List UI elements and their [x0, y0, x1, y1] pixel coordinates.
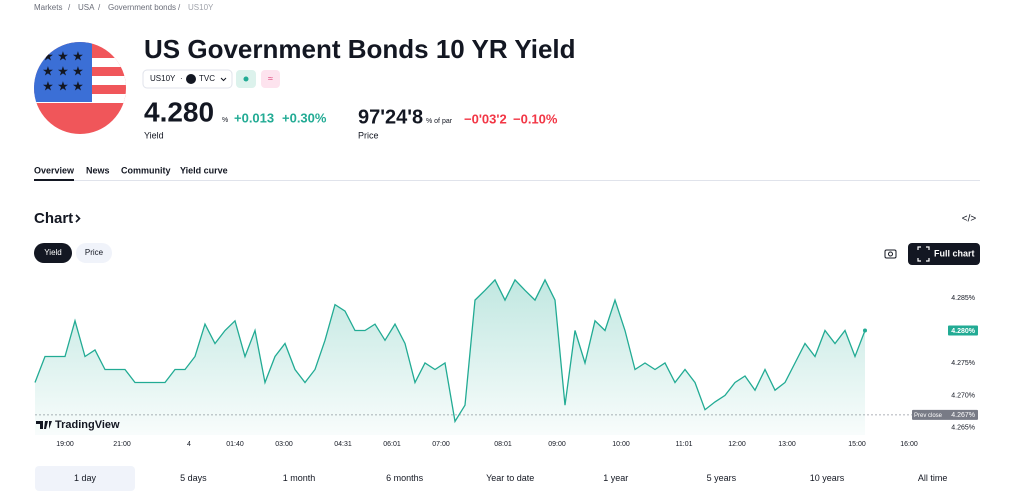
section-title[interactable]: Chart [34, 210, 73, 227]
toggle-label: Price [85, 248, 104, 257]
x-tick-label: 11:01 [676, 441, 693, 448]
full-chart-button[interactable] [908, 243, 980, 265]
x-tick-label: 15:00 [848, 441, 866, 448]
tab[interactable]: Community [121, 165, 171, 175]
x-tick-label: 07:00 [432, 441, 450, 448]
svg-text:★: ★ [42, 63, 54, 78]
tab-divider [34, 180, 980, 181]
x-tick-label: 16:00 [900, 441, 918, 448]
x-tick-label: 09:00 [548, 441, 566, 448]
x-tick-label: 19:00 [56, 441, 74, 448]
price-change-pct: −0.10% [513, 111, 558, 126]
x-tick-label: 03:00 [275, 441, 293, 448]
source-icon [186, 74, 196, 84]
prev-close-name: Prev close [914, 413, 943, 419]
tab[interactable]: News [86, 165, 110, 175]
tab-underline [34, 179, 74, 181]
watermark: TradingView [55, 419, 120, 431]
x-tick-label: 21:00 [113, 441, 131, 448]
breadcrumb[interactable]: Markets [34, 3, 62, 12]
range-button[interactable]: 6 months [386, 473, 424, 483]
x-tick-label: 08:01 [494, 441, 512, 448]
separator: / [178, 3, 181, 12]
prev-close-badge [912, 409, 978, 420]
chart: 4.280% 4.265% 4.270% 4.275% 4.285% Prev close… [34, 278, 978, 448]
x-tick-label: 12:00 [728, 441, 746, 448]
toggle-label: Yield [44, 248, 62, 257]
breadcrumb[interactable]: Government bonds [108, 3, 176, 12]
tab[interactable]: Yield curve [180, 165, 228, 175]
yield-label: Yield [144, 130, 164, 140]
watermark-logo [36, 421, 52, 429]
svg-text:★: ★ [72, 63, 84, 78]
y-tick-label: 4.265% [951, 425, 975, 432]
separator: / [98, 3, 101, 12]
dot: · [180, 74, 183, 83]
toggle-active[interactable] [34, 243, 72, 263]
x-tick-label: 01:40 [226, 441, 244, 448]
snapshot-button[interactable] [879, 244, 901, 264]
range-button[interactable]: 1 day [74, 473, 97, 483]
area [35, 279, 865, 435]
range-button[interactable]: 5 days [180, 473, 207, 483]
range-button[interactable]: All time [918, 473, 948, 483]
separator: / [68, 3, 71, 12]
toggle-inactive[interactable] [76, 243, 112, 263]
section-chevron [75, 214, 81, 223]
x-tick-label: 4 [187, 441, 191, 448]
status-dot [243, 76, 249, 82]
y-tick-label: 4.275% [951, 360, 975, 367]
x-tick-label: 13:00 [778, 441, 796, 448]
range-button[interactable]: 1 year [603, 473, 628, 483]
x-tick-label: 06:01 [383, 441, 401, 448]
yield-change: +0.013 [234, 110, 274, 125]
line [34, 278, 866, 424]
source: TVC [199, 74, 215, 83]
svg-text:★: ★ [57, 63, 69, 78]
svg-text:★: ★ [57, 48, 69, 63]
breadcrumb: US10Y [188, 3, 214, 12]
yield-value: 4.280 [144, 96, 214, 127]
range-button[interactable]: 1 month [283, 473, 316, 483]
svg-text:★: ★ [42, 78, 54, 93]
yield-unit: % [222, 117, 228, 124]
range-button[interactable]: 10 years [810, 473, 845, 483]
x-tick-label: 10:00 [612, 441, 630, 448]
x-tick-label: 04:31 [334, 441, 352, 448]
price-value: 97'24'8 [358, 106, 423, 128]
camera-lens [888, 251, 893, 257]
camera-icon [884, 249, 897, 259]
breadcrumb[interactable]: USA [78, 3, 95, 12]
symbol: US10Y [150, 74, 176, 83]
flag: ★ ★ ★ ★ ★ ★ ★ ★ ★ [34, 42, 126, 134]
range-bar: 1 day 5 days 1 month 6 months Year to date 1 … [35, 466, 947, 491]
range-button[interactable]: Year to date [486, 473, 534, 483]
yield-change-pct: +0.30% [282, 110, 327, 125]
svg-text:★: ★ [72, 48, 84, 63]
range-active[interactable] [35, 466, 135, 491]
y-tick-label: 4.270% [951, 392, 975, 399]
delay-chip[interactable] [261, 70, 280, 88]
svg-text:★: ★ [72, 78, 84, 93]
price-label: Price [358, 130, 379, 140]
expand-icon [917, 246, 930, 262]
full-chart-label: Full chart [934, 248, 975, 258]
y-tick-label: 4.285% [951, 295, 975, 302]
title: US Government Bonds 10 YR Yield [144, 34, 576, 64]
last-point [863, 328, 867, 333]
price-unit: % of par [426, 118, 453, 125]
last-label: 4.280% [951, 328, 976, 335]
last-badge [948, 325, 978, 336]
delay-icon: ≈ [268, 73, 273, 83]
tab[interactable]: Overview [34, 165, 75, 175]
range-button[interactable]: 5 years [707, 473, 737, 483]
prev-close-label: 4.267% [951, 412, 975, 419]
svg-text:★: ★ [57, 78, 69, 93]
embed-icon[interactable]: </> [962, 214, 977, 225]
svg-text:★: ★ [42, 48, 54, 63]
chevron [220, 77, 227, 82]
price-change: −0'03'2 [464, 111, 507, 126]
